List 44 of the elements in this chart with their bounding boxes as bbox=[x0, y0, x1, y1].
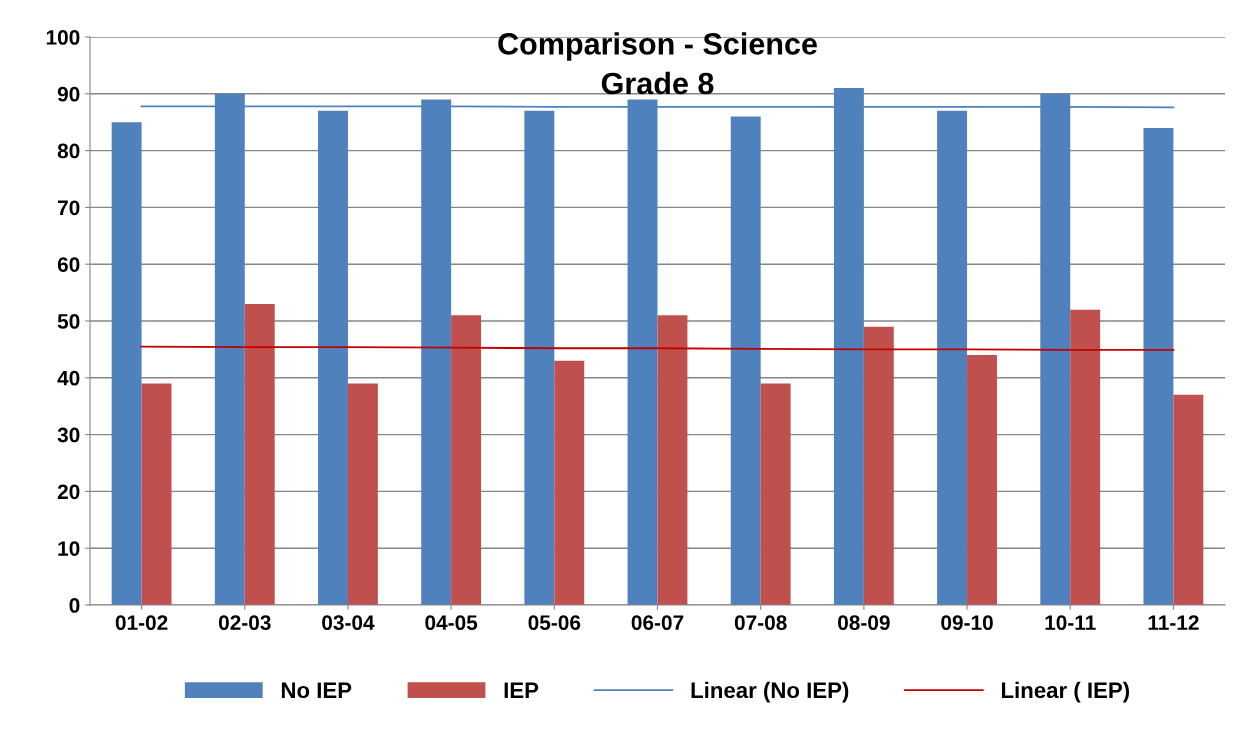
y-tick-label: 50 bbox=[57, 314, 80, 329]
bar bbox=[451, 315, 482, 605]
bar bbox=[347, 383, 378, 605]
x-tick-label: 01-02 bbox=[115, 615, 168, 631]
bar bbox=[554, 360, 585, 605]
x-tick-label: 05-06 bbox=[528, 615, 581, 631]
bar bbox=[1070, 309, 1101, 605]
x-tick-label: 11-12 bbox=[1148, 615, 1199, 630]
bar bbox=[1173, 394, 1204, 605]
legend-label: IEP bbox=[504, 682, 539, 698]
bar bbox=[1143, 127, 1174, 605]
x-tick-label: 04-05 bbox=[425, 615, 478, 631]
x-tick-label: 10-11 bbox=[1045, 615, 1096, 631]
y-tick-label: 40 bbox=[57, 370, 80, 386]
legend-label: No IEP bbox=[281, 682, 352, 699]
x-tick-label: 07-08 bbox=[734, 615, 787, 631]
legend-label: Linear (No IEP) bbox=[691, 681, 849, 703]
x-tick-label: 03-04 bbox=[322, 615, 375, 631]
y-tick-label: 30 bbox=[57, 427, 80, 443]
x-tick-label: 09-10 bbox=[941, 615, 993, 631]
bar bbox=[111, 122, 142, 605]
y-tick-label: 60 bbox=[57, 257, 80, 272]
y-tick-label: 100 bbox=[46, 30, 80, 45]
y-tick-label: 20 bbox=[57, 484, 80, 500]
bar bbox=[244, 303, 275, 605]
bar bbox=[760, 383, 791, 605]
bar bbox=[863, 326, 894, 605]
y-tick-label: 0 bbox=[69, 598, 80, 613]
y-tick-label: 70 bbox=[58, 200, 80, 216]
bar bbox=[141, 383, 172, 605]
legend-label: Linear ( IEP) bbox=[1001, 681, 1130, 703]
x-tick-label: 08-09 bbox=[838, 615, 890, 631]
bar bbox=[318, 110, 348, 605]
y-tick-label: 10 bbox=[58, 541, 80, 556]
bar bbox=[657, 315, 688, 605]
x-tick-label: 06-07 bbox=[631, 615, 684, 631]
bar bbox=[967, 355, 997, 605]
bar bbox=[937, 110, 968, 605]
bar bbox=[524, 110, 555, 605]
y-tick-label: 90 bbox=[57, 86, 80, 102]
x-tick-label: 02-03 bbox=[218, 615, 271, 631]
bar bbox=[730, 116, 761, 605]
chart-title: Comparison - Science Grade 8 bbox=[498, 32, 817, 95]
y-tick-label: 80 bbox=[57, 143, 80, 159]
